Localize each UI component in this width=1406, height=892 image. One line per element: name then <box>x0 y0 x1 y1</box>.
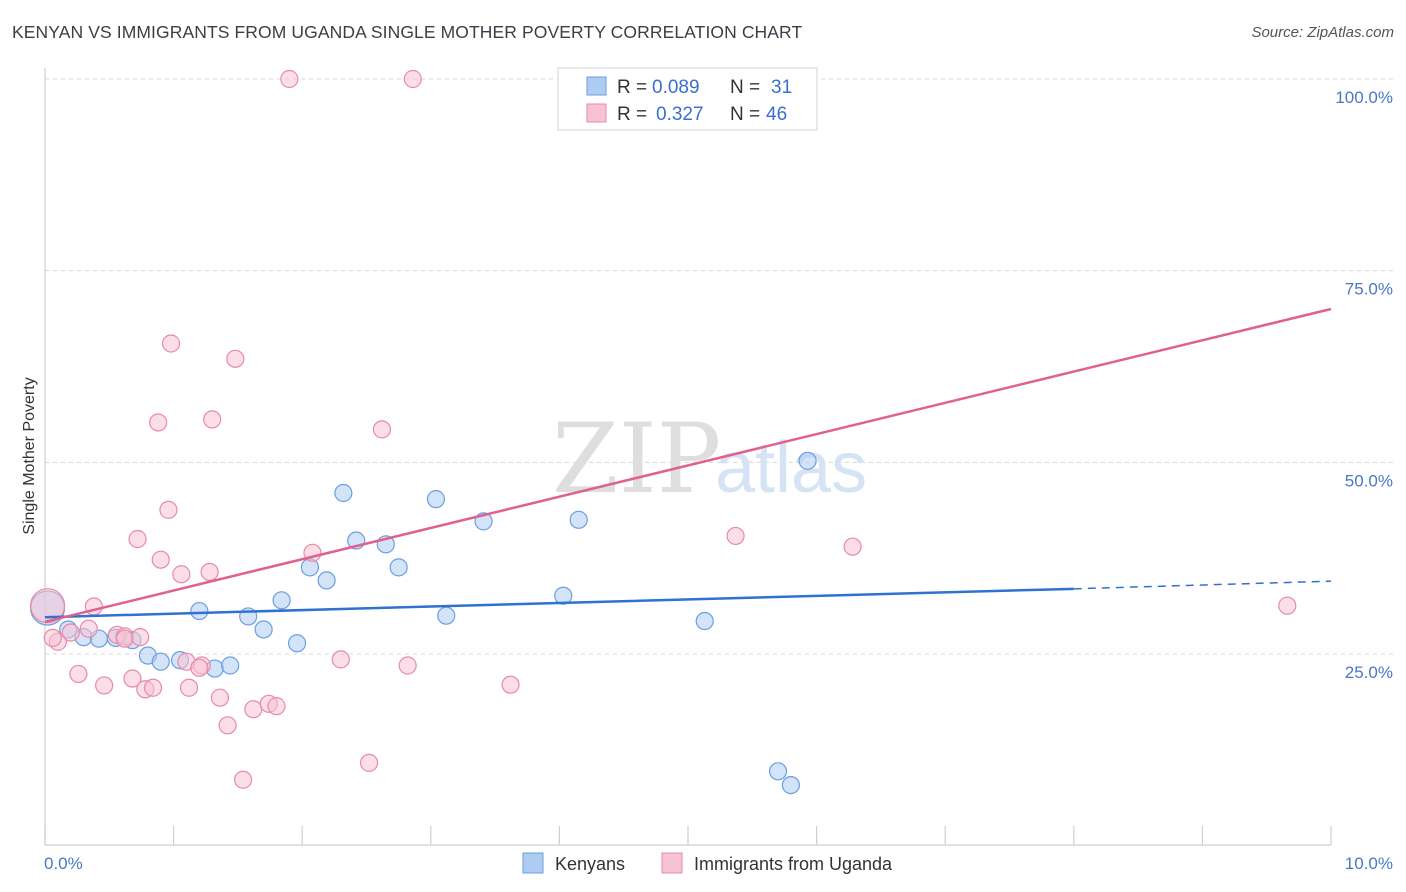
kenyan-trend-extension <box>1073 580 1332 590</box>
trend-layer <box>44 307 1332 624</box>
legend-swatch-uganda <box>586 103 607 123</box>
uganda-point-32 <box>359 753 379 772</box>
uganda-point-29 <box>280 69 299 89</box>
kenyan-point-24 <box>554 586 573 605</box>
uganda-point-44 <box>131 628 150 647</box>
uganda-point-28 <box>267 697 286 716</box>
kenyan-point-13 <box>272 591 291 610</box>
kenyan-point-27 <box>798 451 817 470</box>
axis-layer: 25.0% 50.0% 75.0% 100.0% 0.0% 10.0% <box>44 68 1393 873</box>
uganda-point-5 <box>95 676 114 695</box>
uganda-point-3 <box>69 664 88 684</box>
uganda-point-9 <box>128 529 147 549</box>
kenyan-point-25 <box>569 510 588 529</box>
uganda-point-2 <box>61 623 80 642</box>
bottom-legend-uganda: Immigrants from Uganda <box>694 854 893 874</box>
legend-swatch-kenyans <box>586 76 607 96</box>
uganda-point-14 <box>159 500 178 519</box>
legend-r-value-1: 0.327 <box>656 104 704 125</box>
kenyan-point-20 <box>389 558 408 577</box>
kenyan-point-10 <box>221 656 240 675</box>
points-layer <box>29 69 1297 795</box>
legend-n-label-0: N = <box>730 77 760 98</box>
uganda-point-33 <box>372 420 392 439</box>
uganda-point-20 <box>200 562 219 582</box>
uganda-point-18 <box>179 678 199 697</box>
bottom-legend-swatch-kenyans <box>522 852 544 874</box>
y-tick-label-25: 25.0% <box>1345 663 1393 682</box>
uganda-point-42 <box>79 619 98 638</box>
chart-source: Source: ZipAtlas.com <box>1251 24 1394 41</box>
kenyan-point-6 <box>151 652 170 671</box>
bottom-legend-kenyans: Kenyans <box>555 854 625 874</box>
uganda-point-45 <box>190 658 209 677</box>
uganda-point-21 <box>203 410 222 429</box>
uganda-point-40 <box>1278 596 1297 615</box>
kenyan-point-22 <box>426 490 446 509</box>
uganda-point-13 <box>151 550 170 569</box>
uganda-point-22 <box>210 688 229 707</box>
y-tick-label-50: 50.0% <box>1345 471 1393 490</box>
uganda-point-43 <box>43 628 62 648</box>
kenyan-point-29 <box>781 775 800 795</box>
uganda-point-36 <box>501 675 520 694</box>
uganda-point-39 <box>843 537 862 556</box>
kenyan-point-21 <box>437 606 456 625</box>
kenyan-point-28 <box>768 762 788 781</box>
y-tick-label-75: 75.0% <box>1345 280 1393 299</box>
uganda-point-16 <box>172 565 191 584</box>
uganda-point-11 <box>143 678 163 697</box>
watermark-zip: ZIP <box>552 403 721 515</box>
uganda-point-35 <box>403 69 422 89</box>
legend-r-value-0: 0.089 <box>652 77 700 98</box>
chart-title: KENYAN VS IMMIGRANTS FROM UGANDA SINGLE … <box>12 22 803 42</box>
bottom-legend-swatch-uganda <box>661 852 683 874</box>
correlation-legend: R = 0.089 N = 31 R = 0.327 N = 46 <box>557 67 818 131</box>
legend-r-label-0: R = <box>617 77 647 98</box>
y-axis-title: Single Mother Poverty <box>21 377 38 534</box>
uganda-trend-line <box>44 307 1332 624</box>
kenyan-point-17 <box>334 483 353 503</box>
x-tick-label-min: 0.0% <box>44 854 83 873</box>
uganda-point-0 <box>29 588 66 624</box>
uganda-point-25 <box>233 770 253 789</box>
uganda-point-8 <box>123 669 142 688</box>
kenyan-trend-line <box>44 587 1074 619</box>
legend-n-value-0: 31 <box>771 77 792 98</box>
uganda-point-26 <box>244 700 263 719</box>
uganda-point-34 <box>398 656 417 675</box>
kenyan-point-12 <box>254 620 273 639</box>
uganda-point-23 <box>218 716 237 735</box>
kenyan-point-14 <box>287 634 307 653</box>
x-tick-label-max: 10.0% <box>1345 854 1393 873</box>
uganda-point-31 <box>331 650 350 669</box>
y-tick-label-100: 100.0% <box>1335 88 1393 107</box>
uganda-point-15 <box>161 334 181 353</box>
uganda-point-41 <box>115 629 134 648</box>
grid-layer <box>45 78 1394 655</box>
legend-n-label-1: N = <box>730 104 760 125</box>
uganda-point-38 <box>726 526 745 546</box>
uganda-point-12 <box>149 413 168 432</box>
kenyan-point-8 <box>190 601 209 621</box>
uganda-point-24 <box>226 349 245 368</box>
watermark: ZIP atlas <box>552 403 867 515</box>
legend-r-label-1: R = <box>617 104 647 125</box>
legend-n-value-1: 46 <box>766 104 787 125</box>
series-legend: Kenyans Immigrants from Uganda <box>522 852 893 874</box>
kenyan-point-16 <box>317 571 336 590</box>
kenyan-point-26 <box>695 611 714 631</box>
